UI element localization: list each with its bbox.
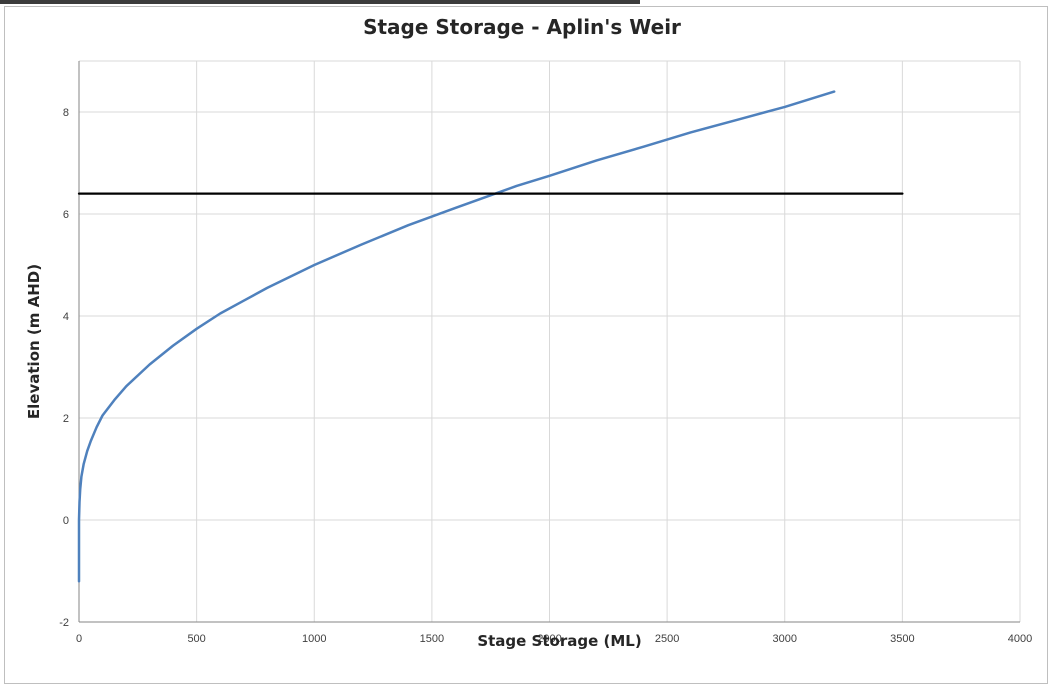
x-tick-label: 4000	[1008, 633, 1032, 645]
y-tick-label: 4	[63, 311, 69, 323]
x-axis-title: Stage Storage (ML)	[477, 632, 641, 650]
y-tick-label: 8	[63, 107, 69, 119]
x-tick-label: 1500	[420, 633, 444, 645]
x-tick-label: 3500	[890, 633, 914, 645]
cropped-caption-text	[0, 0, 640, 4]
cropped-caption	[0, 0, 1052, 8]
x-tick-label: 2500	[655, 633, 679, 645]
stage-storage-curve	[77, 90, 836, 583]
y-tick-label: 2	[63, 413, 69, 425]
chart-area	[4, 6, 1048, 684]
x-tick-label: 3000	[773, 633, 797, 645]
x-tick-label: 1000	[302, 633, 326, 645]
x-tick-label: 2000	[537, 633, 561, 645]
y-tick-label: 6	[63, 209, 69, 221]
x-tick-label: 0	[76, 633, 82, 645]
y-tick-label: -2	[59, 617, 69, 629]
y-tick-label: 0	[63, 515, 69, 527]
chart-title: Stage Storage - Aplin's Weir	[363, 15, 681, 39]
y-axis-title: Elevation (m AHD)	[25, 264, 43, 419]
x-tick-label: 500	[187, 633, 205, 645]
